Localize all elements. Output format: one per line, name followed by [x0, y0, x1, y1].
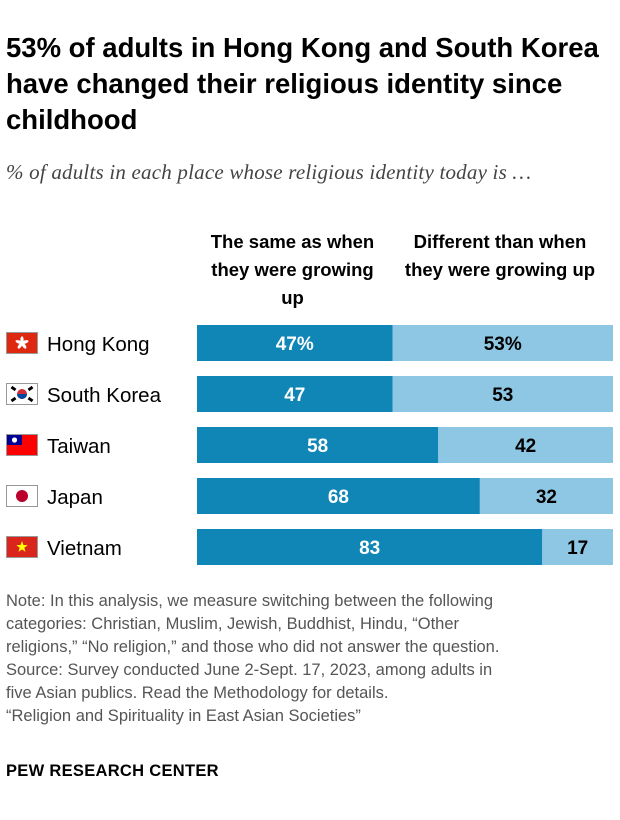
- bar-row: Japan 68 32: [6, 478, 613, 514]
- column-header-same: The same as when they were growing up: [210, 231, 375, 308]
- bar-different: [392, 376, 613, 412]
- category-label: Japan: [47, 486, 103, 509]
- data-label-different: 53%: [484, 334, 522, 355]
- data-label-same: 58: [307, 436, 328, 457]
- japan-flag-icon: [6, 485, 38, 507]
- data-label-different: 42: [515, 436, 536, 457]
- flag-trigram: [10, 396, 17, 403]
- flag-trigram: [27, 385, 34, 392]
- flag-emblem-bottom: [17, 394, 27, 399]
- flag-trigram: [10, 385, 17, 392]
- hong-kong-flag-icon: [6, 332, 38, 354]
- bar-different: [542, 529, 613, 565]
- bar-different: [438, 427, 613, 463]
- stacked-bar-chart: Hong Kong 47% 53% South Korea 47 53 Taiwan 58 42…: [6, 325, 613, 565]
- data-label-same: 47: [284, 385, 305, 406]
- flag-petal: [17, 342, 23, 349]
- taiwan-flag-icon: [6, 434, 38, 456]
- note-line: Note: In this analysis, we measure switc…: [6, 592, 493, 610]
- bar-same: [197, 376, 393, 412]
- flag-disc: [16, 490, 28, 502]
- data-label-different: 32: [536, 487, 557, 508]
- report-title-line: “Religion and Spirituality in East Asian…: [6, 707, 361, 725]
- data-label-different: 53: [492, 385, 513, 406]
- bar-same: [197, 529, 543, 565]
- note-line: religions,” “No religion,” and those who…: [6, 638, 500, 656]
- note-line: categories: Christian, Muslim, Jewish, B…: [6, 615, 460, 633]
- bar-row: South Korea 47 53: [6, 376, 613, 412]
- chart-subtitle: % of adults in each place whose religiou…: [6, 160, 532, 184]
- data-label-same: 83: [359, 538, 380, 559]
- vietnam-flag-icon: [6, 536, 38, 558]
- bar-same: [197, 478, 480, 514]
- source-line: Source: Survey conducted June 2-Sept. 17…: [6, 661, 493, 679]
- bar-row: Taiwan 58 42: [6, 427, 613, 463]
- column-header-different: Different than when they were growing up: [404, 231, 596, 280]
- bar-different: [392, 325, 613, 361]
- flag-sun: [11, 437, 18, 443]
- flag-star: [16, 541, 28, 552]
- data-label-same: 47%: [276, 334, 314, 355]
- category-label: Hong Kong: [47, 333, 150, 356]
- bar-same: [197, 325, 393, 361]
- flag-petal: [15, 340, 23, 344]
- category-label: South Korea: [47, 384, 162, 407]
- data-label-different: 17: [567, 538, 588, 559]
- flag-petal: [21, 340, 29, 344]
- chart-note: Note: In this analysis, we measure switc…: [6, 590, 616, 728]
- source-line: five Asian publics. Read the Methodology…: [6, 684, 389, 702]
- category-label: Taiwan: [47, 435, 111, 458]
- bar-row: Vietnam 83 17: [6, 529, 613, 565]
- flag-petal: [20, 336, 24, 343]
- bar-same: [197, 427, 439, 463]
- south-korea-flag-icon: [6, 383, 38, 405]
- data-label-same: 68: [328, 487, 349, 508]
- flag-petal: [21, 342, 27, 349]
- flag-trigram: [27, 396, 34, 403]
- chart-title: 53% of adults in Hong Kong and South Kor…: [6, 32, 599, 135]
- category-label: Vietnam: [47, 537, 122, 560]
- bar-row: Hong Kong 47% 53%: [6, 325, 613, 361]
- footer-logo-text: PEW RESEARCH CENTER: [6, 762, 219, 780]
- bar-different: [479, 478, 613, 514]
